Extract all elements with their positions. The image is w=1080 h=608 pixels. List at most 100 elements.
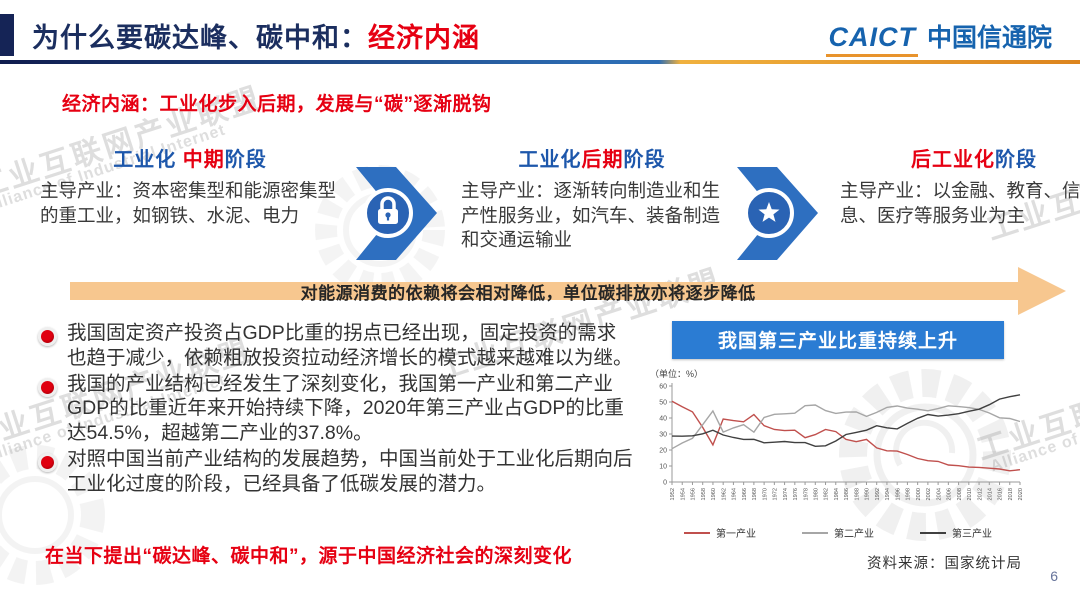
svg-text:50: 50 <box>659 400 667 407</box>
svg-text:2004: 2004 <box>936 488 942 500</box>
stage-title-part: 后期 <box>581 149 624 171</box>
stage-industrial-mid: 工业化 中期阶段 主导产业：资本密集型和能源密集型的重工业，如钢铁、水泥、电力 <box>40 143 340 228</box>
svg-text:1982: 1982 <box>824 488 830 500</box>
svg-text:2002: 2002 <box>926 488 932 500</box>
legend-line-icon <box>684 531 710 534</box>
svg-text:10: 10 <box>659 464 667 471</box>
trend-arrow-banner: 对能源消费的依赖将会相对降低，单位碳排放亦将逐步降低 <box>70 266 1066 316</box>
svg-text:1978: 1978 <box>803 488 809 500</box>
svg-text:2010: 2010 <box>967 488 973 500</box>
svg-text:1962: 1962 <box>721 488 727 500</box>
svg-text:1972: 1972 <box>773 488 779 500</box>
svg-text:2018: 2018 <box>1008 488 1014 500</box>
svg-text:1990: 1990 <box>865 488 871 500</box>
page-number: 6 <box>1050 568 1058 584</box>
stage-title-part: 中期 <box>182 149 225 171</box>
section-subtitle: 经济内涵：工业化步入后期，发展与“碳”逐渐脱钩 <box>62 94 492 115</box>
svg-text:0: 0 <box>663 480 667 487</box>
svg-text:1994: 1994 <box>885 488 891 500</box>
svg-text:2020: 2020 <box>1018 488 1024 500</box>
stage-title-part: 工业化 <box>518 149 582 171</box>
caict-logo-text: CAICT <box>826 22 918 57</box>
legend-line-icon <box>802 531 828 534</box>
list-item: 我国固定资产投资占GDP比重的拐点已经出现，固定投资的需求也趋于减少，依赖粗放投… <box>38 321 634 371</box>
svg-text:1998: 1998 <box>906 488 912 500</box>
svg-text:2008: 2008 <box>957 488 963 500</box>
svg-text:2014: 2014 <box>987 488 993 500</box>
legend-item: 第三产业 <box>920 525 992 540</box>
conclusion-text: 在当下提出“碳达峰、碳中和”，源于中国经济社会的深刻变化 <box>45 546 573 567</box>
legend-line-icon <box>920 531 946 534</box>
chevron-lock-icon <box>356 167 437 260</box>
svg-text:30: 30 <box>659 432 667 439</box>
caict-logo: CAICT 中国信通院 <box>826 18 1052 57</box>
legend-label: 第一产业 <box>716 529 756 540</box>
stage-industrial-late: 工业化后期阶段 主导产业：逐渐转向制造业和生产性服务业，如汽车、装备制造和交通运… <box>461 143 723 253</box>
bullet-icon <box>38 327 57 346</box>
caict-logo-cn: 中国信通院 <box>926 24 1052 52</box>
legend-label: 第二产业 <box>834 529 874 540</box>
svg-text:1984: 1984 <box>834 488 840 500</box>
trend-arrow-head-icon <box>1018 267 1066 315</box>
stage-title-part: 阶段 <box>995 149 1037 171</box>
chart-source: 资料来源：国家统计局 <box>867 556 1022 572</box>
svg-text:60: 60 <box>659 384 667 391</box>
svg-text:1980: 1980 <box>813 488 819 500</box>
chart-title: 我国第三产业比重持续上升 <box>672 321 1004 359</box>
stage-title-part: 工业化 <box>113 149 183 171</box>
stage-title-part: 阶段 <box>224 149 267 171</box>
svg-text:2016: 2016 <box>998 488 1004 500</box>
trend-arrow-body <box>70 282 1024 300</box>
svg-text:40: 40 <box>659 416 667 423</box>
stage-title: 工业化 中期阶段 <box>40 143 340 172</box>
bullet-icon <box>38 377 57 397</box>
svg-text:1966: 1966 <box>742 488 748 500</box>
chart-unit-label: （单位：%） <box>650 369 704 379</box>
stage-body: 主导产业：以金融、教育、信息、医疗等服务业为主 <box>840 180 1080 226</box>
chart-legend: 第一产业 第二产业 第三产业 <box>648 525 1028 540</box>
svg-text:1958: 1958 <box>701 488 707 500</box>
stage-title-part: 后工业化 <box>911 149 995 171</box>
svg-text:1986: 1986 <box>844 488 850 500</box>
svg-text:1974: 1974 <box>783 488 789 500</box>
stage-body: 主导产业：资本密集型和能源密集型的重工业，如钢铁、水泥、电力 <box>40 180 337 226</box>
list-item: 我国的产业结构已经发生了深刻变化，我国第一产业和第二产业GDP的比重近年来开始持… <box>38 372 634 446</box>
bullet-text: 对照中国当前产业结构的发展趋势，中国当前处于工业化后期向后工业化过度的阶段，已经… <box>67 447 633 495</box>
svg-text:1970: 1970 <box>762 488 768 500</box>
chart-panel: 我国第三产业比重持续上升 （单位：%） 0 10 20 30 40 50 60 1952 195… <box>648 321 1028 573</box>
stage-title: 工业化后期阶段 <box>461 143 723 172</box>
legend-label: 第三产业 <box>952 529 992 540</box>
svg-text:2012: 2012 <box>977 488 983 500</box>
bullet-icon <box>38 452 57 472</box>
stage-body: 主导产业：逐渐转向制造业和生产性服务业，如汽车、装备制造和交通运输业 <box>461 180 721 251</box>
legend-item: 第一产业 <box>684 525 756 540</box>
chevron-star-icon <box>737 167 818 260</box>
svg-text:1996: 1996 <box>895 488 901 500</box>
svg-text:1976: 1976 <box>793 488 799 500</box>
svg-text:1960: 1960 <box>711 488 717 500</box>
page-title-accent: 经济内涵 <box>368 23 480 53</box>
svg-text:1988: 1988 <box>854 488 860 500</box>
svg-text:1952: 1952 <box>670 488 676 500</box>
svg-text:1992: 1992 <box>875 488 881 500</box>
svg-text:1968: 1968 <box>752 488 758 500</box>
gdp-share-line-chart: 0 10 20 30 40 50 60 1952 1954 1956 1958 1960 1962 196… <box>659 383 1024 500</box>
stage-post-industrial: 后工业化阶段 主导产业：以金融、教育、信息、医疗等服务业为主 <box>840 143 1080 228</box>
legend-item: 第二产业 <box>802 525 874 540</box>
svg-text:2000: 2000 <box>916 488 922 500</box>
svg-text:1954: 1954 <box>680 488 686 500</box>
bullet-text: 我国的产业结构已经发生了深刻变化，我国第一产业和第二产业GDP的比重近年来开始持… <box>67 372 624 445</box>
header-accent-bar <box>0 14 14 56</box>
svg-text:20: 20 <box>659 448 667 455</box>
svg-text:2006: 2006 <box>947 488 953 500</box>
bullet-list: 我国固定资产投资占GDP比重的拐点已经出现，固定投资的需求也趋于减少，依赖粗放投… <box>38 321 634 497</box>
svg-text:1964: 1964 <box>732 488 738 500</box>
trend-arrow-label: 对能源消费的依赖将会相对降低，单位碳排放亦将逐步降低 <box>300 284 756 303</box>
list-item: 对照中国当前产业结构的发展趋势，中国当前处于工业化后期向后工业化过度的阶段，已经… <box>38 447 634 497</box>
stage-title-part: 阶段 <box>623 149 666 171</box>
bullet-text: 我国固定资产投资占GDP比重的拐点已经出现，固定投资的需求也趋于减少，依赖粗放投… <box>67 322 633 369</box>
stage-title: 后工业化阶段 <box>840 143 1080 172</box>
header: 为什么要碳达峰、碳中和：经济内涵 CAICT 中国信通院 <box>0 10 1080 60</box>
header-divider <box>0 60 1080 64</box>
